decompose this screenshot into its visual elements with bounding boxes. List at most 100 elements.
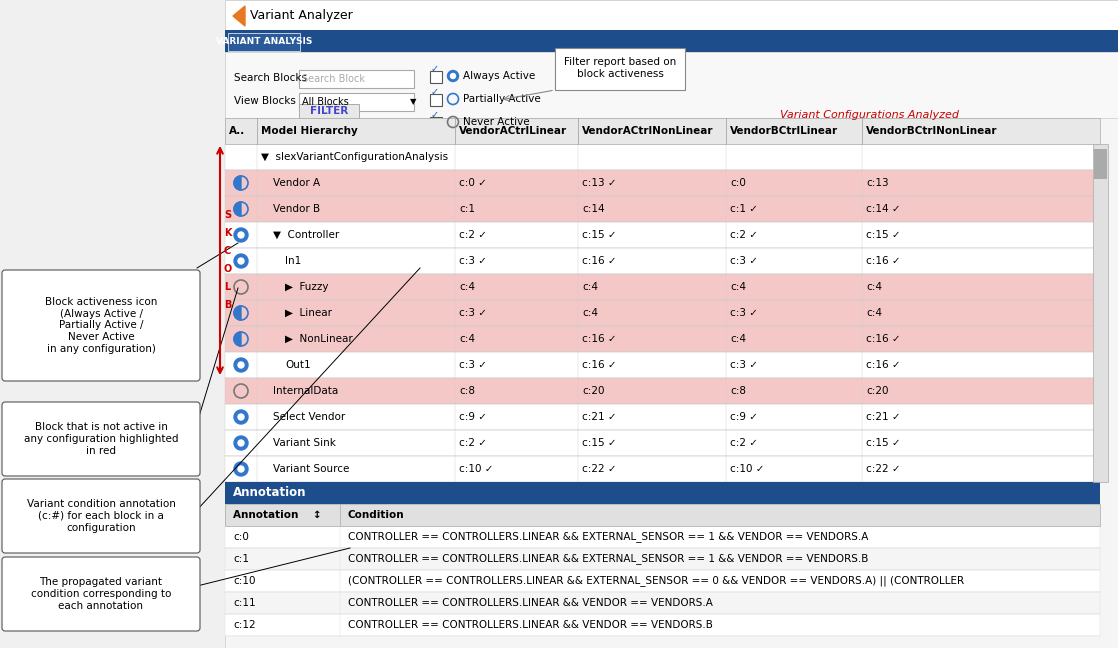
Text: Variant Configurations Analyzed: Variant Configurations Analyzed — [780, 110, 959, 120]
Text: Variant Source: Variant Source — [273, 464, 349, 474]
Text: Variant Analyzer: Variant Analyzer — [250, 8, 353, 21]
Text: c:13: c:13 — [866, 178, 889, 188]
FancyBboxPatch shape — [225, 0, 1118, 30]
Text: c:16 ✓: c:16 ✓ — [866, 334, 901, 344]
Circle shape — [238, 232, 244, 238]
FancyBboxPatch shape — [225, 196, 1100, 222]
FancyBboxPatch shape — [225, 248, 1100, 274]
Text: c:22 ✓: c:22 ✓ — [582, 464, 617, 474]
Text: Vendor A: Vendor A — [273, 178, 320, 188]
FancyBboxPatch shape — [225, 592, 1100, 614]
Text: c:16 ✓: c:16 ✓ — [582, 334, 617, 344]
Text: c:15 ✓: c:15 ✓ — [582, 438, 617, 448]
Circle shape — [238, 362, 244, 368]
Text: c:13 ✓: c:13 ✓ — [582, 178, 617, 188]
Text: c:9 ✓: c:9 ✓ — [459, 412, 487, 422]
FancyBboxPatch shape — [225, 222, 1100, 248]
FancyBboxPatch shape — [0, 0, 225, 648]
Text: ▼  slexVariantConfigurationAnalysis: ▼ slexVariantConfigurationAnalysis — [260, 152, 448, 162]
Text: c:20: c:20 — [582, 386, 605, 396]
Text: VARIANT ANALYSIS: VARIANT ANALYSIS — [216, 38, 312, 47]
Circle shape — [234, 254, 248, 268]
Text: ▶  Fuzzy: ▶ Fuzzy — [285, 282, 329, 292]
Text: Vendor B: Vendor B — [273, 204, 320, 214]
Text: c:4: c:4 — [730, 334, 746, 344]
FancyBboxPatch shape — [225, 300, 1100, 326]
Text: c:10 ✓: c:10 ✓ — [459, 464, 493, 474]
Text: c:4: c:4 — [582, 308, 598, 318]
Text: Filter report based on
block activeness: Filter report based on block activeness — [563, 57, 676, 79]
Circle shape — [447, 71, 458, 82]
FancyBboxPatch shape — [225, 526, 1100, 548]
Text: c:3 ✓: c:3 ✓ — [459, 360, 487, 370]
FancyBboxPatch shape — [225, 430, 1100, 456]
Text: c:20: c:20 — [866, 386, 889, 396]
FancyBboxPatch shape — [225, 30, 1118, 52]
Text: ✓: ✓ — [432, 110, 439, 120]
Text: ✓: ✓ — [432, 87, 439, 97]
FancyBboxPatch shape — [1093, 144, 1108, 482]
Text: c:2 ✓: c:2 ✓ — [459, 230, 487, 240]
FancyBboxPatch shape — [2, 270, 200, 381]
Polygon shape — [234, 332, 241, 346]
Text: CONTROLLER == CONTROLLERS.LINEAR && VENDOR == VENDORS.B: CONTROLLER == CONTROLLERS.LINEAR && VEND… — [348, 620, 713, 630]
Text: Always Active: Always Active — [463, 71, 536, 81]
FancyBboxPatch shape — [555, 48, 685, 90]
Text: L: L — [224, 283, 230, 292]
Circle shape — [238, 414, 244, 420]
Text: c:3 ✓: c:3 ✓ — [730, 256, 758, 266]
Text: c:0: c:0 — [730, 178, 746, 188]
FancyBboxPatch shape — [225, 274, 1100, 300]
Text: c:4: c:4 — [866, 308, 882, 318]
Polygon shape — [234, 176, 241, 190]
Text: c:11: c:11 — [233, 598, 256, 608]
Text: c:22 ✓: c:22 ✓ — [866, 464, 901, 474]
FancyBboxPatch shape — [225, 456, 1100, 482]
Text: c:8: c:8 — [459, 386, 475, 396]
Text: CONTROLLER == CONTROLLERS.LINEAR && VENDOR == VENDORS.A: CONTROLLER == CONTROLLERS.LINEAR && VEND… — [348, 598, 713, 608]
FancyBboxPatch shape — [2, 557, 200, 631]
FancyBboxPatch shape — [225, 614, 1100, 636]
Text: c:21 ✓: c:21 ✓ — [866, 412, 901, 422]
FancyBboxPatch shape — [225, 118, 1100, 144]
Text: c:15 ✓: c:15 ✓ — [582, 230, 617, 240]
Text: Variant Sink: Variant Sink — [273, 438, 335, 448]
FancyBboxPatch shape — [430, 71, 442, 83]
Text: c:16 ✓: c:16 ✓ — [866, 256, 901, 266]
Polygon shape — [234, 202, 241, 216]
Text: K: K — [224, 229, 231, 238]
Text: FILTER: FILTER — [310, 106, 348, 116]
Text: c:3 ✓: c:3 ✓ — [459, 308, 487, 318]
FancyBboxPatch shape — [1095, 149, 1107, 179]
Text: Annotation    ↕: Annotation ↕ — [233, 510, 322, 520]
FancyBboxPatch shape — [299, 93, 414, 111]
Text: c:4: c:4 — [582, 282, 598, 292]
Circle shape — [234, 358, 248, 372]
Text: InternalData: InternalData — [273, 386, 339, 396]
Text: c:9 ✓: c:9 ✓ — [730, 412, 758, 422]
Text: c:16 ✓: c:16 ✓ — [582, 256, 617, 266]
Text: c:2 ✓: c:2 ✓ — [730, 230, 758, 240]
FancyBboxPatch shape — [225, 482, 1100, 504]
FancyBboxPatch shape — [225, 326, 1100, 352]
Text: Search Blocks: Search Blocks — [234, 73, 307, 83]
Text: c:4: c:4 — [459, 282, 475, 292]
Text: ▶  NonLinear: ▶ NonLinear — [285, 334, 353, 344]
Text: (CONTROLLER == CONTROLLERS.LINEAR && EXTERNAL_SENSOR == 0 && VENDOR == VENDORS.A: (CONTROLLER == CONTROLLERS.LINEAR && EXT… — [348, 575, 964, 586]
FancyBboxPatch shape — [299, 70, 414, 88]
Circle shape — [238, 466, 244, 472]
Text: ▼  Controller: ▼ Controller — [273, 230, 339, 240]
Text: c:1 ✓: c:1 ✓ — [730, 204, 758, 214]
Circle shape — [234, 462, 248, 476]
Text: c:16 ✓: c:16 ✓ — [866, 360, 901, 370]
Text: All Blocks: All Blocks — [302, 97, 349, 107]
Circle shape — [238, 440, 244, 446]
FancyBboxPatch shape — [225, 570, 1100, 592]
FancyBboxPatch shape — [225, 504, 1100, 526]
Text: Variant condition annotation
(c:#) for each block in a
configuration: Variant condition annotation (c:#) for e… — [27, 500, 176, 533]
Text: CONTROLLER == CONTROLLERS.LINEAR && EXTERNAL_SENSOR == 1 && VENDOR == VENDORS.B: CONTROLLER == CONTROLLERS.LINEAR && EXTE… — [348, 553, 869, 564]
Text: c:10 ✓: c:10 ✓ — [730, 464, 765, 474]
FancyBboxPatch shape — [228, 33, 300, 51]
FancyBboxPatch shape — [225, 0, 1118, 648]
FancyBboxPatch shape — [2, 402, 200, 476]
